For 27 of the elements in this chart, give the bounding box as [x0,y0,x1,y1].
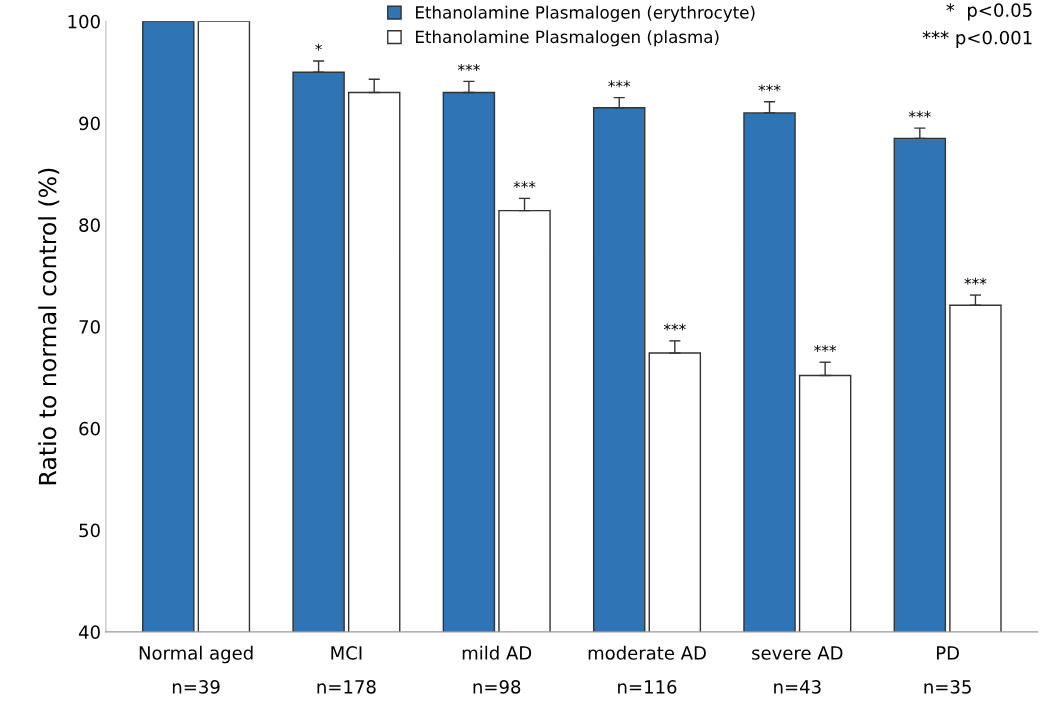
y-tick-label: 70 [79,320,100,334]
annotation: *** [457,64,480,72]
annotation: *** p<0.001 [922,30,1032,48]
x-tick-label: moderate AD n=116 [588,645,706,694]
x-tick-label: mild AD n=98 [462,645,532,694]
annotation: *** [908,110,931,118]
y-tick-label: 100 [68,14,100,29]
x-tick-label: severe AD n=43 [752,646,843,694]
y-tick-label: 40 [78,625,100,640]
y-tick-label: 50 [79,523,100,538]
y-axis-title: Ratio to normal control (%) [38,168,60,485]
y-tick-label: 80 [79,218,100,232]
annotation: * [315,43,322,51]
annotation: *** [964,277,987,285]
x-tick-label: PD n=35 [924,646,971,694]
annotation: *** [814,344,837,352]
annotation: *** [608,80,631,88]
text: * p<0.05 [946,3,1032,21]
y-tick-label: 60 [79,421,100,436]
annotation: *** [758,84,781,92]
x-tick-label: MCI n=178 [317,646,376,694]
annotation: *** [513,181,536,189]
legend-label: Ethanolamine Plasmalogen (plasma) [416,30,719,47]
annotation: *** [663,323,686,331]
y-tick-label: 90 [79,116,100,131]
legend-label: Ethanolamine Plasmalogen (erythrocyte) [416,5,755,22]
x-tick-label: Normal aged n=39 [139,645,253,694]
